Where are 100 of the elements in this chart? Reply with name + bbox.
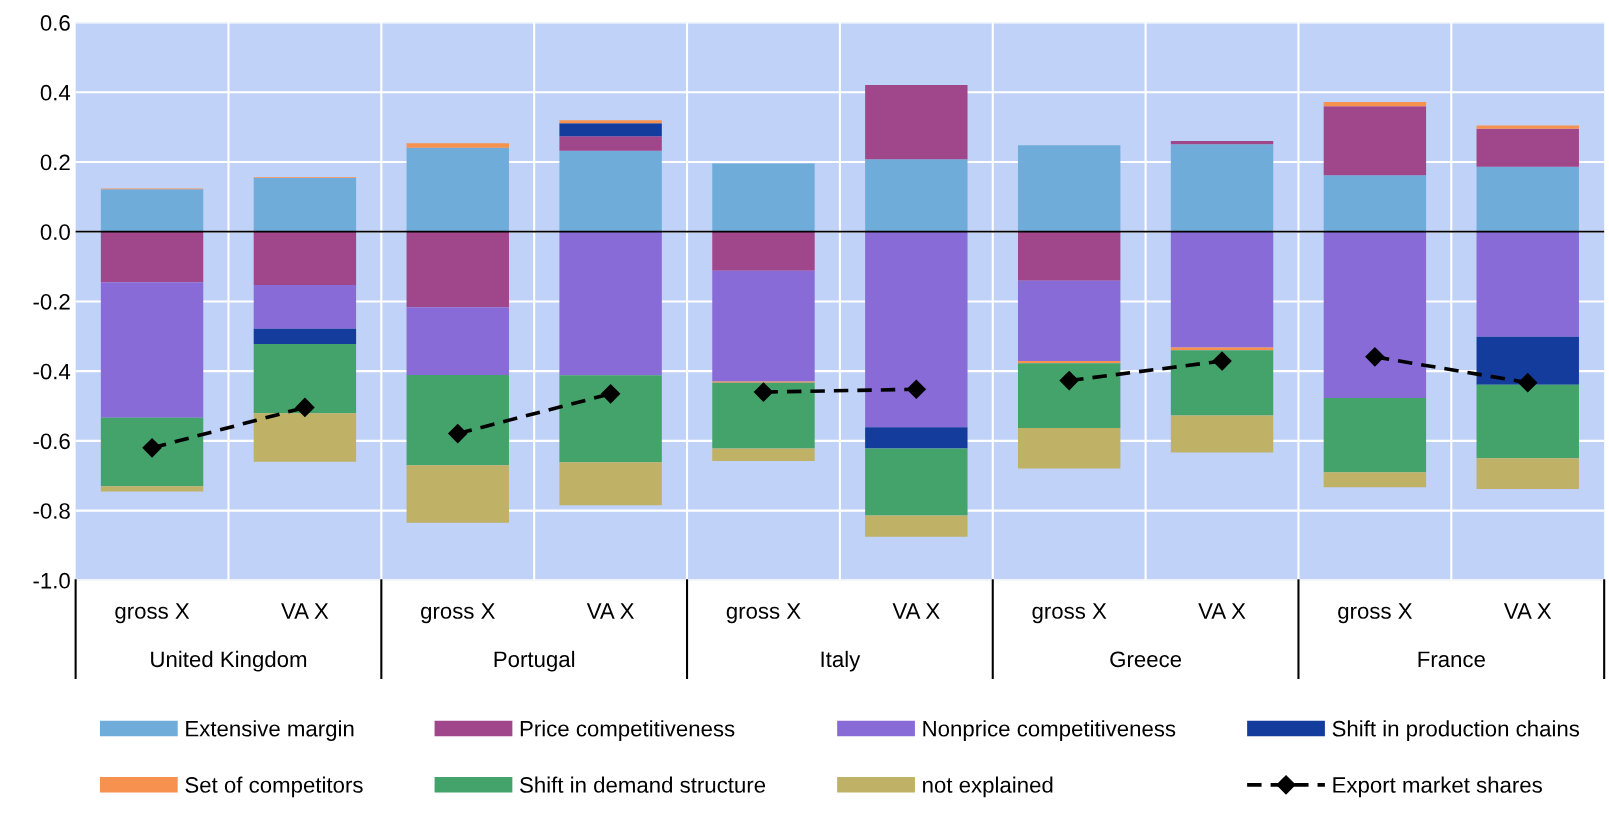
bar: [1476, 166, 1579, 232]
bar: [253, 231, 357, 286]
bar: [1323, 175, 1427, 232]
legend-label: Price competitiveness: [520, 720, 735, 741]
bar: [1323, 102, 1427, 107]
x-tick-label: VA X: [281, 603, 329, 619]
legend-label: Set of competitors: [185, 776, 363, 798]
bar: [1017, 280, 1121, 362]
bar: [253, 413, 357, 462]
point: [906, 379, 926, 399]
bar: [1170, 415, 1274, 453]
point: [601, 384, 621, 404]
bar: [253, 178, 357, 232]
bar: [100, 282, 204, 418]
bar: [559, 375, 662, 463]
bar: [559, 120, 662, 124]
x-tick-label: VA X: [1198, 603, 1246, 619]
bar: [253, 343, 357, 414]
text: Greece: [1110, 651, 1182, 668]
bar: [100, 486, 204, 492]
legend-label: Shift in production chains: [1332, 720, 1580, 741]
y-tick-label: -0.4: [33, 363, 71, 380]
y-tick-label: -0.8: [33, 503, 70, 519]
bar: [100, 417, 204, 487]
bar: [406, 231, 509, 308]
x-tick-label: gross X: [726, 603, 801, 624]
point: [1518, 373, 1538, 393]
bar: [1017, 427, 1121, 469]
legend-label: Export market shares: [1333, 776, 1542, 798]
x-tick-label: VA X: [1503, 603, 1552, 619]
bar: [1476, 458, 1579, 489]
point: [448, 424, 468, 444]
bar: [100, 231, 204, 283]
y-tick-label: -1.0: [33, 572, 70, 589]
point: [1365, 347, 1385, 367]
legend-label: Shift in demand structure: [520, 776, 766, 793]
point: [1059, 371, 1079, 391]
bar: [865, 515, 968, 537]
x-tick-label: gross X: [1032, 603, 1107, 624]
bar: [712, 231, 815, 271]
x-tick-label: VA X: [586, 603, 635, 619]
bar: [712, 448, 815, 462]
bar: [559, 123, 662, 137]
bar: [1170, 144, 1274, 232]
y-tick-label: 0.6: [40, 15, 70, 31]
bar: [1476, 384, 1579, 459]
bar: [1170, 350, 1274, 416]
bar: [1017, 363, 1121, 428]
bar: [1323, 472, 1427, 488]
y-tick-label: 0.4: [40, 84, 71, 101]
legend-label: not explained: [923, 776, 1053, 798]
bar: [1476, 336, 1579, 385]
bar: [1323, 231, 1427, 398]
point: [142, 438, 162, 458]
bar: [406, 307, 509, 375]
x-tick-label: gross X: [1338, 603, 1413, 624]
point: [753, 382, 774, 402]
bar: [559, 231, 662, 376]
bar: [559, 150, 662, 232]
bar: [1017, 361, 1121, 364]
bar: [253, 328, 357, 344]
bar: [865, 84, 968, 160]
bar: [406, 374, 509, 466]
bar: [100, 189, 204, 232]
y-tick-label: 0.0: [40, 224, 70, 240]
bar: [712, 163, 815, 232]
point: [1212, 351, 1232, 371]
text: United Kingdom: [151, 650, 307, 672]
bar: [406, 143, 509, 148]
bar: [865, 231, 968, 428]
bar: [1017, 145, 1121, 232]
bar: [865, 448, 968, 516]
bar: [1017, 231, 1121, 281]
x-tick-label: VA X: [892, 603, 940, 619]
bar: [865, 427, 968, 449]
y-tick-label: 0.2: [40, 154, 70, 171]
x-tick-label: gross X: [421, 603, 495, 624]
bar: [712, 270, 815, 382]
bar: [1476, 128, 1579, 167]
x-tick-label: gross X: [115, 603, 190, 624]
bar: [712, 382, 815, 449]
bar: [253, 285, 357, 329]
bar: [1323, 398, 1427, 473]
text: Italy: [821, 650, 861, 672]
text: Portugal: [494, 650, 575, 672]
bar: [865, 159, 968, 232]
bar: [1323, 106, 1427, 176]
bar: [1170, 347, 1274, 351]
bar: [1170, 231, 1274, 348]
y-tick-label: -0.6: [33, 433, 70, 450]
bar: [1476, 125, 1579, 129]
bar: [406, 465, 509, 523]
bar: [406, 147, 509, 232]
point: [295, 397, 315, 417]
legend-label: Nonprice competitiveness: [923, 720, 1176, 741]
bar: [1476, 231, 1579, 337]
bar: [559, 136, 662, 151]
bar: [1170, 141, 1274, 145]
y-tick-label: -0.2: [33, 293, 70, 310]
legend-label: Extensive margin: [186, 720, 354, 741]
